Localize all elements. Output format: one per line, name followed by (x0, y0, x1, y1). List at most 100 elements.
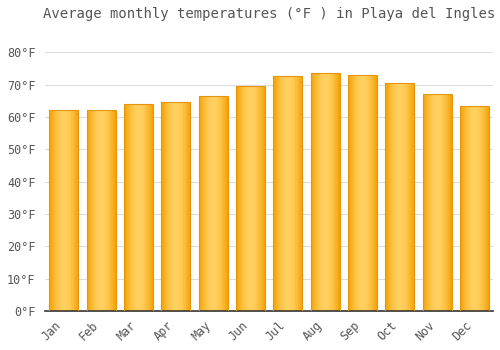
Bar (188, 102, 189, 311)
Bar (474, 106, 475, 311)
Bar (399, 83, 400, 311)
Bar (93, 111, 94, 311)
Bar (325, 73, 326, 311)
Bar (444, 94, 445, 311)
Bar (310, 73, 340, 311)
Bar (335, 73, 336, 311)
Bar (480, 106, 481, 311)
Bar (144, 104, 145, 311)
Bar (469, 106, 470, 311)
Bar (262, 86, 264, 311)
Bar (296, 76, 297, 311)
Bar (350, 75, 351, 311)
Bar (405, 83, 406, 311)
Bar (86, 111, 116, 311)
Bar (280, 76, 281, 311)
Bar (183, 102, 184, 311)
Bar (409, 83, 410, 311)
Bar (138, 104, 139, 311)
Bar (171, 102, 172, 311)
Bar (186, 102, 187, 311)
Bar (285, 76, 286, 311)
Bar (96, 111, 97, 311)
Bar (140, 104, 141, 311)
Bar (275, 76, 276, 311)
Bar (244, 86, 245, 311)
Bar (434, 94, 436, 311)
Bar (412, 83, 413, 311)
Bar (203, 96, 204, 311)
Bar (225, 96, 226, 311)
Bar (258, 86, 259, 311)
Bar (299, 76, 300, 311)
Bar (100, 111, 101, 311)
Bar (112, 111, 113, 311)
Bar (390, 83, 391, 311)
Bar (205, 96, 206, 311)
Bar (139, 104, 140, 311)
Bar (366, 75, 367, 311)
Bar (358, 75, 359, 311)
Bar (386, 83, 387, 311)
Bar (376, 75, 377, 311)
Bar (94, 111, 96, 311)
Bar (54, 111, 55, 311)
Bar (402, 83, 403, 311)
Bar (204, 96, 205, 311)
Bar (429, 94, 430, 311)
Bar (483, 106, 484, 311)
Bar (318, 73, 320, 311)
Bar (52, 111, 53, 311)
Bar (276, 76, 278, 311)
Bar (65, 111, 66, 311)
Bar (223, 96, 224, 311)
Bar (61, 111, 62, 311)
Bar (133, 104, 134, 311)
Bar (166, 102, 167, 311)
Bar (470, 106, 471, 311)
Bar (132, 104, 133, 311)
Bar (146, 104, 147, 311)
Bar (97, 111, 98, 311)
Bar (181, 102, 182, 311)
Bar (199, 96, 200, 311)
Bar (211, 96, 212, 311)
Bar (254, 86, 255, 311)
Bar (176, 102, 177, 311)
Bar (86, 111, 87, 311)
Bar (150, 104, 152, 311)
Bar (107, 111, 108, 311)
Bar (58, 111, 59, 311)
Bar (208, 96, 209, 311)
Bar (468, 106, 469, 311)
Bar (202, 96, 203, 311)
Bar (59, 111, 60, 311)
Bar (451, 94, 452, 311)
Bar (283, 76, 284, 311)
Bar (227, 96, 228, 311)
Bar (239, 86, 240, 311)
Bar (110, 111, 111, 311)
Bar (189, 102, 190, 311)
Bar (439, 94, 440, 311)
Bar (243, 86, 244, 311)
Bar (297, 76, 298, 311)
Bar (64, 111, 65, 311)
Bar (385, 83, 414, 311)
Bar (298, 76, 299, 311)
Bar (391, 83, 392, 311)
Bar (479, 106, 480, 311)
Bar (89, 111, 90, 311)
Bar (485, 106, 486, 311)
Bar (114, 111, 115, 311)
Bar (486, 106, 487, 311)
Bar (424, 94, 425, 311)
Bar (467, 106, 468, 311)
Bar (437, 94, 438, 311)
Bar (440, 94, 441, 311)
Bar (168, 102, 169, 311)
Bar (385, 83, 386, 311)
Bar (393, 83, 394, 311)
Bar (312, 73, 313, 311)
Bar (76, 111, 77, 311)
